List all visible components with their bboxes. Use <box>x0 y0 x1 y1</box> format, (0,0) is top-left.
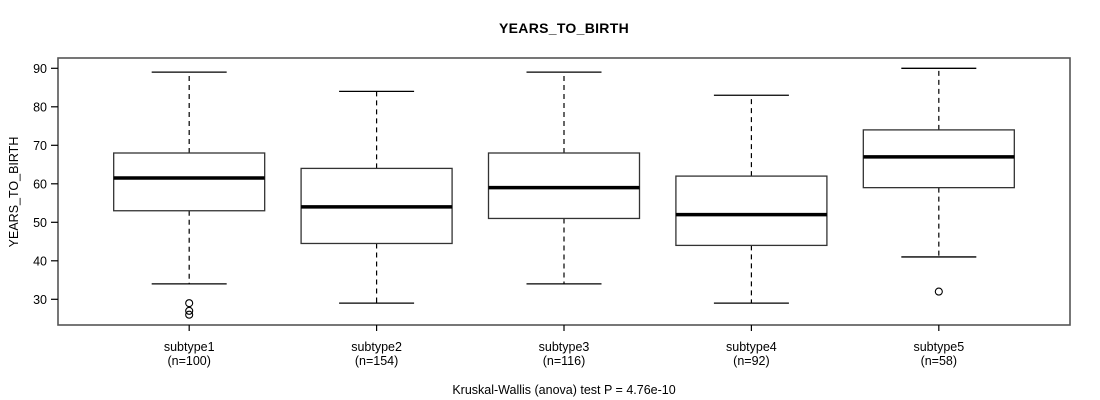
y-tick-label: 80 <box>33 100 47 114</box>
x-tick-label: subtype1 <box>164 340 215 354</box>
chart-title: YEARS_TO_BIRTH <box>499 20 629 36</box>
x-tick-label: subtype3 <box>539 340 590 354</box>
y-tick-label: 90 <box>33 62 47 76</box>
x-tick-sublabel: (n=116) <box>543 354 586 368</box>
outlier-point-subtype1 <box>185 306 194 315</box>
y-tick-label: 70 <box>33 139 47 153</box>
y-axis-label: YEARS_TO_BIRTH <box>7 136 21 248</box>
box-subtype4 <box>675 175 828 247</box>
x-tick-label: subtype2 <box>351 340 402 354</box>
box-subtype1 <box>113 152 266 212</box>
y-tick-label: 50 <box>33 216 47 230</box>
x-tick-sublabel: (n=58) <box>921 354 957 368</box>
stat-test-annotation: Kruskal-Wallis (anova) test P = 4.76e-10 <box>452 383 676 397</box>
x-tick-sublabel: (n=92) <box>733 354 769 368</box>
x-tick-label: subtype4 <box>726 340 777 354</box>
outlier-point-subtype5 <box>934 287 943 296</box>
y-tick-label: 40 <box>33 254 47 268</box>
outlier-point-subtype1 <box>185 310 194 319</box>
box-subtype3 <box>487 152 641 220</box>
outlier-point-subtype1 <box>185 299 194 308</box>
x-tick-sublabel: (n=154) <box>355 354 398 368</box>
y-tick-label: 30 <box>33 293 47 307</box>
x-tick-label: subtype5 <box>913 340 964 354</box>
y-tick-label: 60 <box>33 177 47 191</box>
x-tick-sublabel: (n=100) <box>167 354 210 368</box>
box-subtype5 <box>862 129 1015 189</box>
